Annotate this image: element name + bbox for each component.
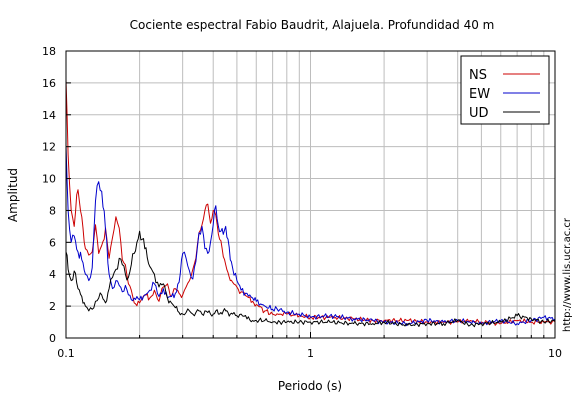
legend-label-ud: UD bbox=[469, 106, 489, 121]
y-tick-label: 4 bbox=[49, 268, 56, 281]
y-tick-label: 12 bbox=[42, 141, 56, 154]
data-series bbox=[65, 79, 556, 328]
y-tick-label: 18 bbox=[42, 45, 56, 58]
grid-lines bbox=[66, 51, 555, 338]
y-tick-label: 10 bbox=[42, 173, 56, 186]
x-tick-label: 10 bbox=[548, 347, 562, 360]
credit-url: http://www.lis.ucr.ac.cr bbox=[562, 217, 573, 332]
axis-ticks: 0 2 4 6 8 10 12 14 16 18 0.1 1 10 bbox=[42, 45, 562, 360]
x-tick-label: 1 bbox=[307, 347, 314, 360]
series-line-ew bbox=[65, 145, 556, 327]
series-line-ud bbox=[65, 230, 556, 328]
y-tick-label: 16 bbox=[42, 77, 56, 90]
x-axis-label: Periodo (s) bbox=[278, 379, 342, 393]
legend-box bbox=[460, 55, 550, 125]
legend: NS EW UD bbox=[460, 55, 550, 125]
y-tick-label: 6 bbox=[49, 236, 56, 249]
y-tick-label: 8 bbox=[49, 204, 56, 217]
chart-title: Cociente espectral Fabio Baudrit, Alajue… bbox=[130, 18, 495, 32]
y-axis-label: Amplitud bbox=[6, 168, 20, 222]
y-tick-label: 2 bbox=[49, 300, 56, 313]
legend-entries: NS EW UD bbox=[469, 68, 540, 121]
y-tick-label: 14 bbox=[42, 109, 56, 122]
x-tick-label: 0.1 bbox=[57, 347, 75, 360]
y-tick-label: 0 bbox=[49, 332, 56, 345]
legend-label-ns: NS bbox=[469, 68, 487, 83]
legend-label-ew: EW bbox=[469, 87, 490, 102]
